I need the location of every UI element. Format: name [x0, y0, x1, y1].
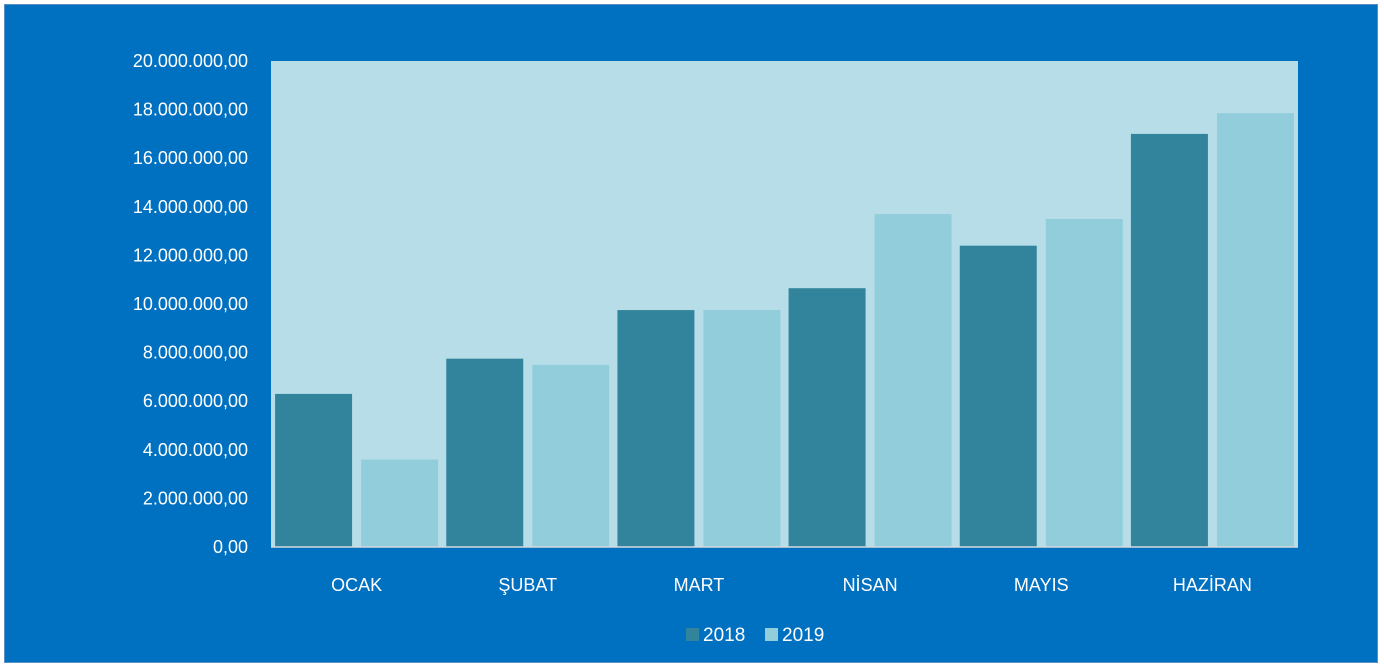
- x-axis-labels: OCAK ŞUBAT MART NİSAN MAYIS HAZİRAN: [331, 575, 1252, 595]
- y-tick-label: 6.000.000,00: [143, 391, 248, 411]
- bar-2019-mart: [703, 310, 781, 547]
- y-tick-label: 20.000.000,00: [133, 51, 248, 71]
- bars: [275, 113, 1294, 548]
- bar-2018-mart: [617, 310, 695, 547]
- y-axis-labels: 0,00 2.000.000,00 4.000.000,00 6.000.000,00…: [133, 51, 248, 557]
- bar-2019-ni̇san: [874, 214, 952, 547]
- y-tick-label: 4.000.000,00: [143, 440, 248, 460]
- y-tick-label: 10.000.000,00: [133, 294, 248, 314]
- legend-swatch-2018: [686, 628, 699, 641]
- legend-label-2019: 2019: [782, 625, 824, 646]
- x-tick-label: ŞUBAT: [498, 575, 557, 595]
- bar-2018-hazi̇ran: [1130, 133, 1208, 547]
- y-tick-label: 14.000.000,00: [133, 197, 248, 217]
- y-tick-label: 0,00: [213, 537, 248, 557]
- x-tick-label: NİSAN: [843, 575, 898, 595]
- bar-2019-mayis: [1045, 218, 1123, 547]
- legend-swatch-2019: [765, 628, 778, 641]
- legend-label-2018: 2018: [703, 625, 745, 646]
- plot-area: [271, 61, 1298, 547]
- bar-2018-mayis: [959, 245, 1037, 547]
- x-tick-label: OCAK: [331, 575, 382, 595]
- bar-2018-şubat: [446, 358, 524, 547]
- bar-2019-şubat: [532, 364, 610, 547]
- chart-frame: 0,00 2.000.000,00 4.000.000,00 6.000.000,00…: [4, 4, 1378, 663]
- y-tick-label: 8.000.000,00: [143, 343, 248, 363]
- bar-2018-ocak: [275, 393, 353, 547]
- x-tick-label: MART: [674, 575, 725, 595]
- x-tick-label: HAZİRAN: [1173, 575, 1252, 595]
- y-tick-label: 18.000.000,00: [133, 100, 248, 120]
- x-tick-label: MAYIS: [1014, 575, 1069, 595]
- y-tick-label: 16.000.000,00: [133, 148, 248, 168]
- y-tick-label: 2.000.000,00: [143, 488, 248, 508]
- y-tick-label: 12.000.000,00: [133, 245, 248, 265]
- bar-2019-ocak: [361, 459, 439, 547]
- bar-2018-ni̇san: [788, 288, 866, 547]
- legend: 2018 2019: [686, 625, 824, 646]
- bar-chart: 0,00 2.000.000,00 4.000.000,00 6.000.000,00…: [133, 51, 1298, 646]
- bar-2019-hazi̇ran: [1216, 113, 1294, 548]
